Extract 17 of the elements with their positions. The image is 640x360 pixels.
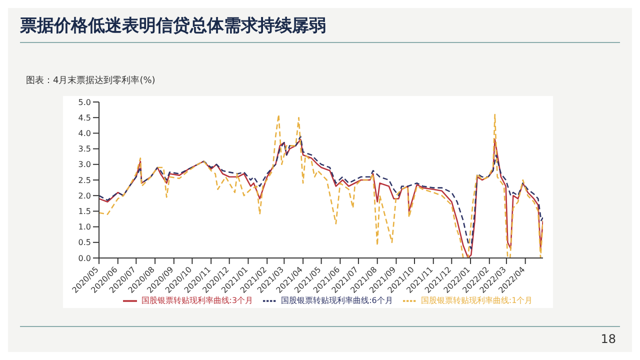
legend-label: 国股银票转贴现利率曲线:6个月 — [281, 296, 393, 306]
y-tick-label: 3.0 — [78, 160, 91, 170]
y-tick-label: 0.0 — [78, 254, 91, 263]
y-tick-label: 5.0 — [78, 98, 91, 107]
chart-subtitle: 图表：4月末票据达到零利率(%) — [26, 74, 156, 87]
legend-label: 国股银票转贴现利率曲线:3个月 — [141, 296, 254, 306]
y-tick-label: 4.5 — [78, 113, 91, 122]
y-tick-label: 2.5 — [78, 176, 91, 185]
chart-title: 票据价格低迷表明信贷总体需求持续孱弱 — [20, 15, 326, 37]
y-tick-label: 1.5 — [78, 207, 91, 216]
y-tick-label: 4.0 — [78, 129, 91, 138]
y-tick-label: 0.5 — [78, 238, 91, 248]
legend-label: 国股银票转贴现利率曲线:1个月 — [420, 296, 533, 306]
y-tick-label: 1.0 — [78, 222, 91, 232]
y-tick-label: 2.0 — [78, 191, 91, 200]
text: 18 — [600, 332, 616, 346]
y-tick-label: 3.5 — [78, 144, 91, 154]
